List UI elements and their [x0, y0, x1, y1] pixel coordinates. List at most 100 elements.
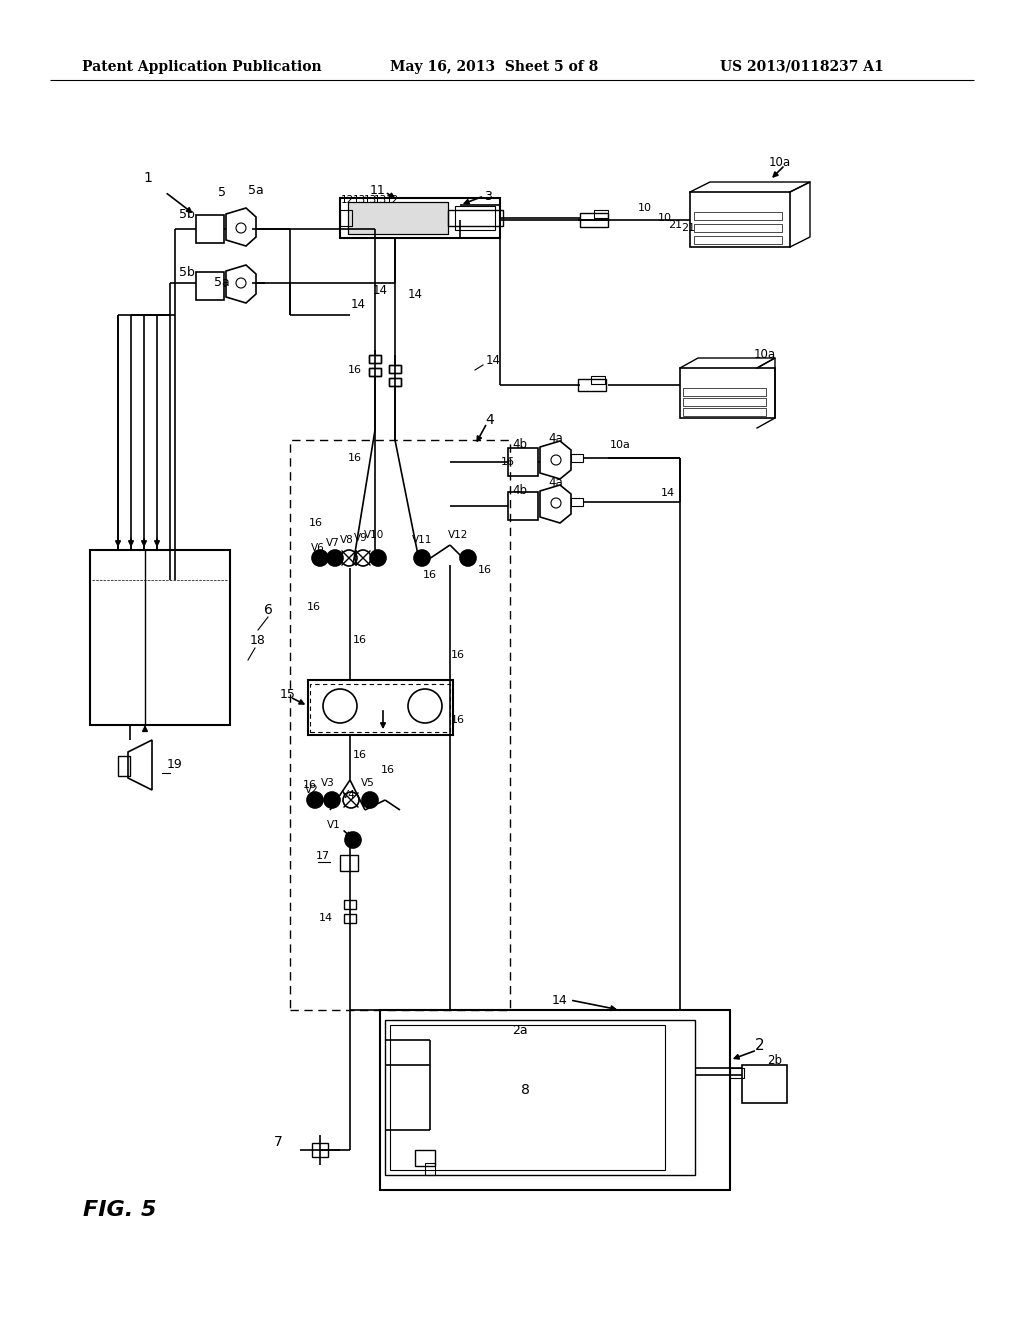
- Circle shape: [460, 550, 476, 566]
- Text: V11: V11: [412, 535, 432, 545]
- Text: 21: 21: [668, 220, 682, 230]
- Text: 14: 14: [373, 284, 387, 297]
- Text: 13: 13: [364, 195, 377, 205]
- Circle shape: [362, 792, 378, 808]
- Text: V4: V4: [342, 789, 356, 800]
- Text: 10a: 10a: [754, 348, 776, 362]
- Text: 10a: 10a: [609, 440, 631, 450]
- Text: 4b: 4b: [512, 438, 527, 451]
- Bar: [694, 224, 782, 232]
- Text: 21: 21: [681, 223, 695, 234]
- Bar: [348, 202, 449, 234]
- Bar: [385, 1020, 695, 1175]
- Bar: [508, 492, 538, 520]
- Text: May 16, 2013  Sheet 5 of 8: May 16, 2013 Sheet 5 of 8: [390, 59, 598, 74]
- Text: 14: 14: [350, 298, 366, 312]
- Bar: [308, 680, 453, 735]
- Bar: [369, 368, 381, 376]
- Text: 16: 16: [348, 366, 362, 375]
- Text: 5a: 5a: [214, 276, 229, 289]
- Text: 4a: 4a: [549, 477, 563, 490]
- Text: V7: V7: [326, 539, 340, 548]
- Text: 15: 15: [280, 689, 296, 701]
- Bar: [683, 388, 766, 396]
- Bar: [730, 1068, 744, 1078]
- Bar: [369, 355, 381, 363]
- Bar: [694, 213, 782, 220]
- Bar: [344, 913, 356, 923]
- Bar: [508, 447, 538, 477]
- Text: 16: 16: [451, 649, 465, 660]
- Text: 16: 16: [309, 517, 323, 528]
- Text: V8: V8: [340, 535, 354, 545]
- Text: 14: 14: [408, 289, 423, 301]
- Bar: [415, 1150, 435, 1166]
- Text: Patent Application Publication: Patent Application Publication: [82, 59, 322, 74]
- Bar: [380, 1010, 730, 1191]
- Text: 1: 1: [143, 172, 153, 185]
- Bar: [449, 210, 503, 226]
- Text: 16: 16: [478, 565, 492, 576]
- Bar: [340, 198, 500, 238]
- Bar: [389, 378, 401, 385]
- Text: 16: 16: [303, 780, 317, 789]
- Circle shape: [370, 550, 386, 566]
- Bar: [580, 213, 608, 227]
- Text: 16: 16: [353, 635, 367, 645]
- Circle shape: [327, 550, 343, 566]
- Text: 16: 16: [307, 602, 321, 612]
- Bar: [369, 355, 381, 363]
- Bar: [571, 498, 583, 506]
- Text: 8: 8: [520, 1082, 529, 1097]
- Bar: [680, 368, 775, 418]
- Text: 12: 12: [385, 195, 398, 205]
- Bar: [196, 215, 224, 243]
- Bar: [683, 399, 766, 407]
- Text: V1: V1: [327, 820, 341, 830]
- Bar: [390, 1026, 665, 1170]
- Bar: [591, 376, 605, 384]
- Bar: [389, 378, 401, 385]
- Bar: [312, 1143, 328, 1158]
- Text: 2a: 2a: [512, 1023, 527, 1036]
- Text: 10: 10: [658, 213, 672, 223]
- Bar: [694, 236, 782, 244]
- Circle shape: [414, 550, 430, 566]
- Text: 12: 12: [340, 195, 353, 205]
- Text: 10: 10: [638, 203, 652, 213]
- Bar: [369, 368, 381, 376]
- Bar: [455, 206, 495, 230]
- Text: 5a: 5a: [248, 183, 264, 197]
- Text: V6: V6: [311, 543, 325, 553]
- Bar: [90, 550, 230, 725]
- Text: 4: 4: [485, 413, 495, 426]
- Text: 16: 16: [353, 750, 367, 760]
- Bar: [742, 1065, 787, 1104]
- Text: 10a: 10a: [769, 156, 792, 169]
- Text: 5b: 5b: [179, 209, 195, 222]
- Text: 4b: 4b: [512, 483, 527, 496]
- Text: 16: 16: [348, 453, 362, 463]
- Text: 16: 16: [381, 766, 395, 775]
- Text: 14: 14: [660, 488, 675, 498]
- Text: V12: V12: [447, 531, 468, 540]
- Bar: [683, 408, 766, 416]
- Text: 5: 5: [218, 186, 226, 199]
- Text: 16: 16: [451, 715, 465, 725]
- Text: 18: 18: [250, 634, 266, 647]
- Bar: [578, 379, 606, 391]
- Text: 2b: 2b: [768, 1053, 782, 1067]
- Text: 6: 6: [263, 603, 272, 616]
- Bar: [340, 210, 352, 226]
- Text: 14: 14: [485, 354, 501, 367]
- Bar: [118, 756, 130, 776]
- Text: 16: 16: [423, 570, 437, 579]
- Bar: [196, 272, 224, 300]
- Text: 2: 2: [755, 1038, 765, 1052]
- Text: 5b: 5b: [179, 265, 195, 279]
- Text: 14: 14: [552, 994, 568, 1006]
- Bar: [571, 454, 583, 462]
- Bar: [348, 202, 449, 234]
- Text: 11: 11: [370, 183, 386, 197]
- Text: FIG. 5: FIG. 5: [83, 1200, 157, 1220]
